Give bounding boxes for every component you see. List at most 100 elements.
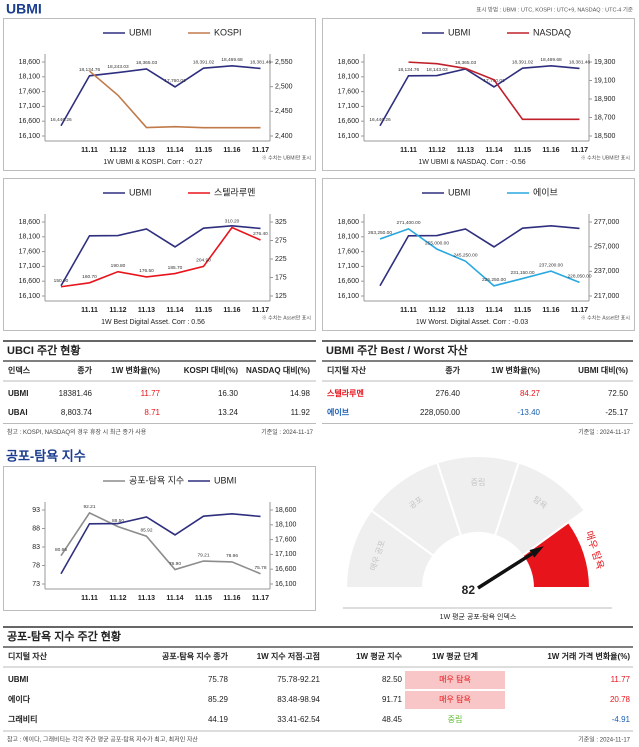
column-header: 1W 지수 저점-고점 xyxy=(257,651,320,661)
table-cell: 228,050.00 xyxy=(420,408,461,417)
x-tick-label: 11.12 xyxy=(109,147,126,154)
x-tick-label: 11.12 xyxy=(428,307,445,314)
tick-label: 17,600 xyxy=(338,248,360,255)
x-tick-label: 11.14 xyxy=(166,147,183,154)
table-cell: 11.77 xyxy=(141,389,161,398)
table-cell: -25.17 xyxy=(605,408,628,417)
column-header: 인덱스 xyxy=(8,365,31,375)
column-header: 1W 거래 가격 변화율(%) xyxy=(547,651,630,661)
x-tick-label: 11.17 xyxy=(252,147,269,154)
legend-label: UBMI xyxy=(448,187,471,197)
gauge-title: 1W 평균 공포-탐욕 인덱스 xyxy=(440,612,517,621)
chart-note: ※ 수치는 UBMI만 표시 xyxy=(581,154,630,161)
tick-label: 237,000 xyxy=(594,268,619,275)
x-tick-label: 11.12 xyxy=(109,307,126,314)
stage-cell xyxy=(405,691,505,709)
data-label: 18,365.03 xyxy=(136,60,158,66)
tick-label: 17,100 xyxy=(19,103,41,110)
chart-caption: 1W Worst. Digital Asset. Corr : -0.03 xyxy=(416,319,528,326)
tick-label: 18,100 xyxy=(275,522,297,529)
table-date: 기준일 : 2024-11-17 xyxy=(578,428,630,436)
x-tick-label: 11.12 xyxy=(428,147,445,154)
table-cell: 85.29 xyxy=(208,695,229,704)
table-cell: 스텔라루멘 xyxy=(327,388,364,398)
x-tick-label: 11.15 xyxy=(514,147,531,154)
x-tick-label: 11.13 xyxy=(138,595,155,602)
data-label: 18,134.76 xyxy=(79,67,101,73)
chart-frame xyxy=(3,466,316,611)
chart-note: ※ 수치는 Asset만 표시 xyxy=(262,314,311,321)
table-cell: 에이브 xyxy=(327,407,350,417)
chart-frame xyxy=(322,178,635,331)
data-label: 263,250.00 xyxy=(368,230,392,236)
tick-label: 18,600 xyxy=(338,59,360,66)
tick-label: 16,100 xyxy=(19,133,41,140)
tick-label: 17,100 xyxy=(338,263,360,270)
table-cell: 11.77 xyxy=(611,675,631,684)
table-date: 기준일 : 2024-11-17 xyxy=(578,736,630,744)
data-label: 271,400.00 xyxy=(396,220,420,226)
data-label: 231,150.00 xyxy=(510,270,534,276)
tick-label: 73 xyxy=(32,581,40,588)
column-header: 공포-탐욕 지수 종가 xyxy=(162,651,229,661)
table-cell: -4.91 xyxy=(612,715,631,724)
tick-label: 225 xyxy=(275,256,287,263)
series-line xyxy=(379,225,580,287)
tick-label: 18,600 xyxy=(275,507,297,514)
tick-label: 275 xyxy=(275,237,287,244)
tick-label: 2,450 xyxy=(275,108,293,115)
gauge-zone xyxy=(521,520,592,589)
table-cell: 82.50 xyxy=(382,675,403,684)
tick-label: 16,600 xyxy=(338,278,360,285)
legend-label: KOSPI xyxy=(214,27,242,37)
column-header: UBMI 대비(%) xyxy=(578,365,628,375)
chart-frame xyxy=(3,178,316,331)
chart-frame xyxy=(3,18,316,171)
data-label: 18,469.68 xyxy=(540,57,562,63)
data-label: 79.21 xyxy=(197,552,209,558)
series-line xyxy=(379,228,580,287)
tick-label: 93 xyxy=(32,507,40,514)
column-header: 1W 변화율(%) xyxy=(491,365,540,375)
data-label: 18,134.76 xyxy=(398,67,420,73)
data-label: 18,143.03 xyxy=(426,67,448,73)
chart-note: ※ 수치는 UBMI만 표시 xyxy=(262,154,311,161)
needle-shaft xyxy=(477,552,533,590)
data-label: 245,250.00 xyxy=(453,252,477,258)
column-header: 디지털 자산 xyxy=(327,365,367,375)
legend-label: UBMI xyxy=(214,475,237,485)
data-label: 185.70 xyxy=(168,265,183,271)
x-tick-label: 11.15 xyxy=(195,307,212,314)
data-label: 160.70 xyxy=(82,274,97,280)
data-label: 18,391.02 xyxy=(193,59,215,65)
data-label: 18,243.03 xyxy=(107,64,129,70)
tick-label: 17,100 xyxy=(275,551,297,558)
x-tick-label: 11.13 xyxy=(457,307,474,314)
x-tick-label: 11.15 xyxy=(195,147,212,154)
table-cell: UBMI xyxy=(8,675,28,684)
tick-label: 325 xyxy=(275,219,287,226)
x-tick-label: 11.13 xyxy=(138,307,155,314)
data-label: 18,391.02 xyxy=(512,59,534,65)
stage-cell xyxy=(405,671,505,689)
data-label: 18,381.46 xyxy=(250,60,272,66)
header-title: UBMI xyxy=(6,1,42,17)
data-label: 150.00 xyxy=(54,278,69,284)
tick-label: 17,600 xyxy=(338,88,360,95)
data-label: 237,200.00 xyxy=(539,262,563,268)
tick-label: 18,600 xyxy=(338,219,360,226)
table-cell: 75.78 xyxy=(208,675,229,684)
legend-label: 에이브 xyxy=(533,187,558,197)
tick-label: 17,100 xyxy=(338,103,360,110)
column-header: 종가 xyxy=(77,365,92,375)
tick-label: 257,000 xyxy=(594,244,619,251)
table-cell: 중립 xyxy=(448,715,463,724)
x-tick-label: 11.13 xyxy=(138,147,155,154)
data-label: 16,446.26 xyxy=(369,117,391,123)
table-note: 참고 : KOSPI, NASDAQ의 경우 휴장 시 최근 종가 사용 xyxy=(7,428,147,436)
data-label: 16,446.26 xyxy=(50,117,72,123)
legend-label: 공포-탐욕 지수 xyxy=(129,474,184,485)
x-tick-label: 11.14 xyxy=(166,307,183,314)
tick-label: 16,600 xyxy=(19,278,41,285)
